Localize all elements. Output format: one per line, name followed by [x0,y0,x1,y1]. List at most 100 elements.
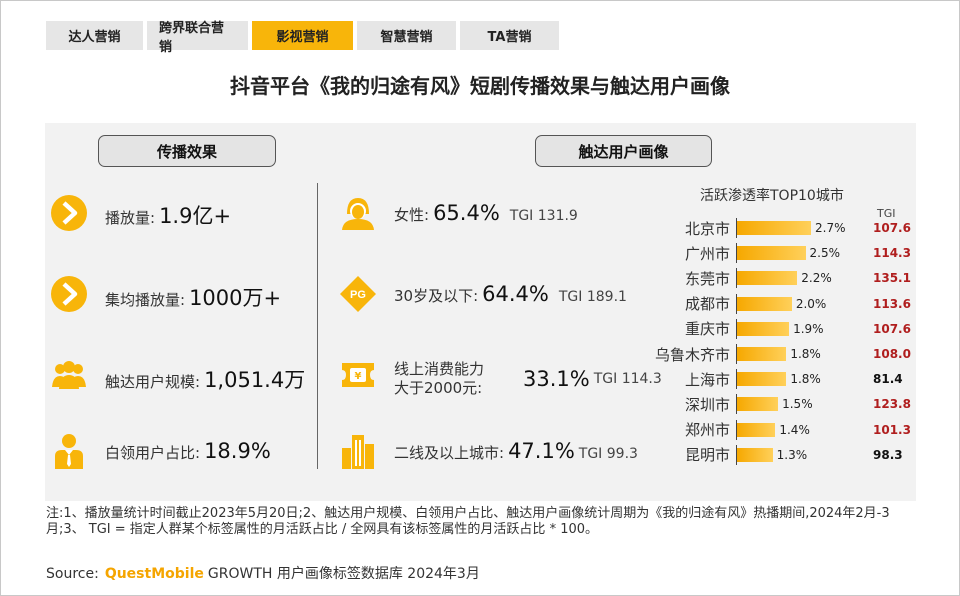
tgi-value: 107.6 [873,321,911,336]
city-name: 上海市 [684,370,730,389]
metric-label: 白领用户占比: [105,444,201,462]
bar-track: 2.0% [736,293,866,314]
tab-ta-marketing[interactable]: TA营销 [460,21,559,50]
svg-text:PG: PG [350,289,366,301]
metric-consumption-2000: 线上消费能力 大于2000元: 33.1% TGI 114.3 [394,360,662,398]
users-icon [50,357,88,395]
female-icon [339,194,377,232]
city-row: 东莞市 2.2% 135.1 [645,268,915,289]
ticket-icon: ¥ [339,356,377,394]
page-title: 抖音平台《我的归途有风》短剧传播效果与触达用户画像 [230,74,730,98]
city-bar [737,347,787,361]
tab-smart-marketing[interactable]: 智慧营销 [357,21,456,50]
bar-track: 1.8% [736,344,866,364]
metric-value: 1.9亿+ [159,204,232,228]
city-bar [737,422,776,437]
bar-track: 1.9% [736,318,866,339]
content-panel: 传播效果 触达用户画像 播放量: 1.9亿+ 集均播放量: 1000万+ 触达用… [45,123,916,501]
metric-tgi: TGI 131.9 [509,208,578,224]
tgi-value: 135.1 [873,271,911,286]
tgi-value: 98.3 [873,447,903,462]
tgi-value: 107.6 [873,221,911,235]
metric-value: 64.4% [482,282,549,306]
metric-value: 18.9% [204,439,271,463]
metric-tgi: TGI 114.3 [593,371,662,387]
tab-influencer-marketing[interactable]: 达人营销 [46,21,143,50]
city-name: 乌鲁木齐市 [654,345,730,364]
metric-value: 1,051.4万 [204,368,306,392]
bar-value-label: 1.9% [793,321,824,336]
city-name: 郑州市 [684,421,730,440]
metric-label: 女性: [394,206,430,224]
city-name: 重庆市 [684,320,730,339]
city-row: 重庆市 1.9% 107.6 [645,318,915,339]
metric-label: 二线及以上城市: [394,444,505,462]
bar-value-label: 2.0% [795,296,827,311]
metric-value: 65.4% [433,201,500,225]
metric-label: 触达用户规模: [105,373,201,391]
bar-value-label: 1.5% [782,397,813,412]
bar-track: 1.5% [736,394,866,415]
city-bar [737,447,773,462]
metric-label: 集均播放量: [105,291,186,309]
city-bar [737,296,792,311]
city-bar [737,221,811,235]
bar-value-label: 1.8% [790,347,821,361]
metric-tgi: TGI 189.1 [558,289,627,305]
source-brand: QuestMobile [104,566,204,582]
metric-play-count: 播放量: 1.9亿+ [105,200,231,230]
source-line: Source: QuestMobile GROWTH 用户画像标签数据库 202… [46,563,480,583]
city-bar [737,397,779,412]
section-user-profile: 触达用户画像 [535,135,712,167]
tab-film-marketing[interactable]: 影视营销 [252,21,353,50]
city-bar [737,372,787,387]
section-spread-effect: 传播效果 [98,135,276,167]
city-row: 广州市 2.5% 114.3 [645,243,915,264]
bar-value-label: 1.4% [779,422,810,437]
city-name: 深圳市 [684,395,730,414]
white-collar-icon [50,432,88,470]
city-bar [737,271,798,286]
city-row: 郑州市 1.4% 101.3 [645,419,915,440]
chart-title: 活跃渗透率TOP10城市 [700,188,844,204]
tgi-value: 108.0 [873,347,911,361]
city-row: 成都市 2.0% 113.6 [645,293,915,314]
bar-value-label: 1.8% [790,372,821,387]
metric-tgi: TGI 99.3 [578,446,638,462]
metric-age-30-under: 30岁及以下: 64.4% TGI 189.1 [394,282,627,306]
bar-value-label: 1.3% [776,447,808,462]
metric-avg-play-count: 集均播放量: 1000万+ [105,282,281,312]
bar-value-label: 2.5% [809,246,841,261]
tgi-value: 114.3 [873,246,911,261]
city-name: 广州市 [684,244,730,263]
pg-badge-icon: PG [339,275,377,313]
metric-tier2-cities: 二线及以上城市: 47.1% TGI 99.3 [394,439,638,463]
city-row: 乌鲁木齐市 1.8% 108.0 [645,344,915,364]
city-name: 北京市 [684,219,730,238]
metric-female: 女性: 65.4% TGI 131.9 [394,201,578,225]
tgi-value: 113.6 [873,296,911,311]
metric-white-collar-ratio: 白领用户占比: 18.9% [105,439,271,463]
metric-value: 33.1% [523,367,590,391]
city-row: 深圳市 1.5% 123.8 [645,394,915,415]
tab-bar: 达人营销 跨界联合营销 影视营销 智慧营销 TA营销 [46,21,559,55]
metric-label: 30岁及以下: [394,287,479,305]
bar-track: 1.3% [736,444,866,465]
metric-label-line2: 大于2000元: [394,379,483,397]
bar-track: 1.8% [736,369,866,390]
bar-track: 2.7% [736,218,866,238]
source-prefix: Source: [46,566,99,582]
tgi-value: 101.3 [873,422,911,437]
bar-track: 1.4% [736,419,866,440]
city-row: 北京市 2.7% 107.6 [645,218,915,238]
bar-track: 2.5% [736,243,866,264]
city-buildings-icon [339,432,377,470]
metric-value: 47.1% [508,439,575,463]
bar-value-label: 2.7% [815,221,846,235]
city-bar [737,246,806,261]
bar-value-label: 2.2% [801,271,832,286]
source-text: GROWTH 用户画像标签数据库 2024年3月 [207,566,480,582]
tab-crossover-marketing[interactable]: 跨界联合营销 [147,21,248,55]
section-divider [317,183,318,469]
city-name: 成都市 [684,295,730,314]
